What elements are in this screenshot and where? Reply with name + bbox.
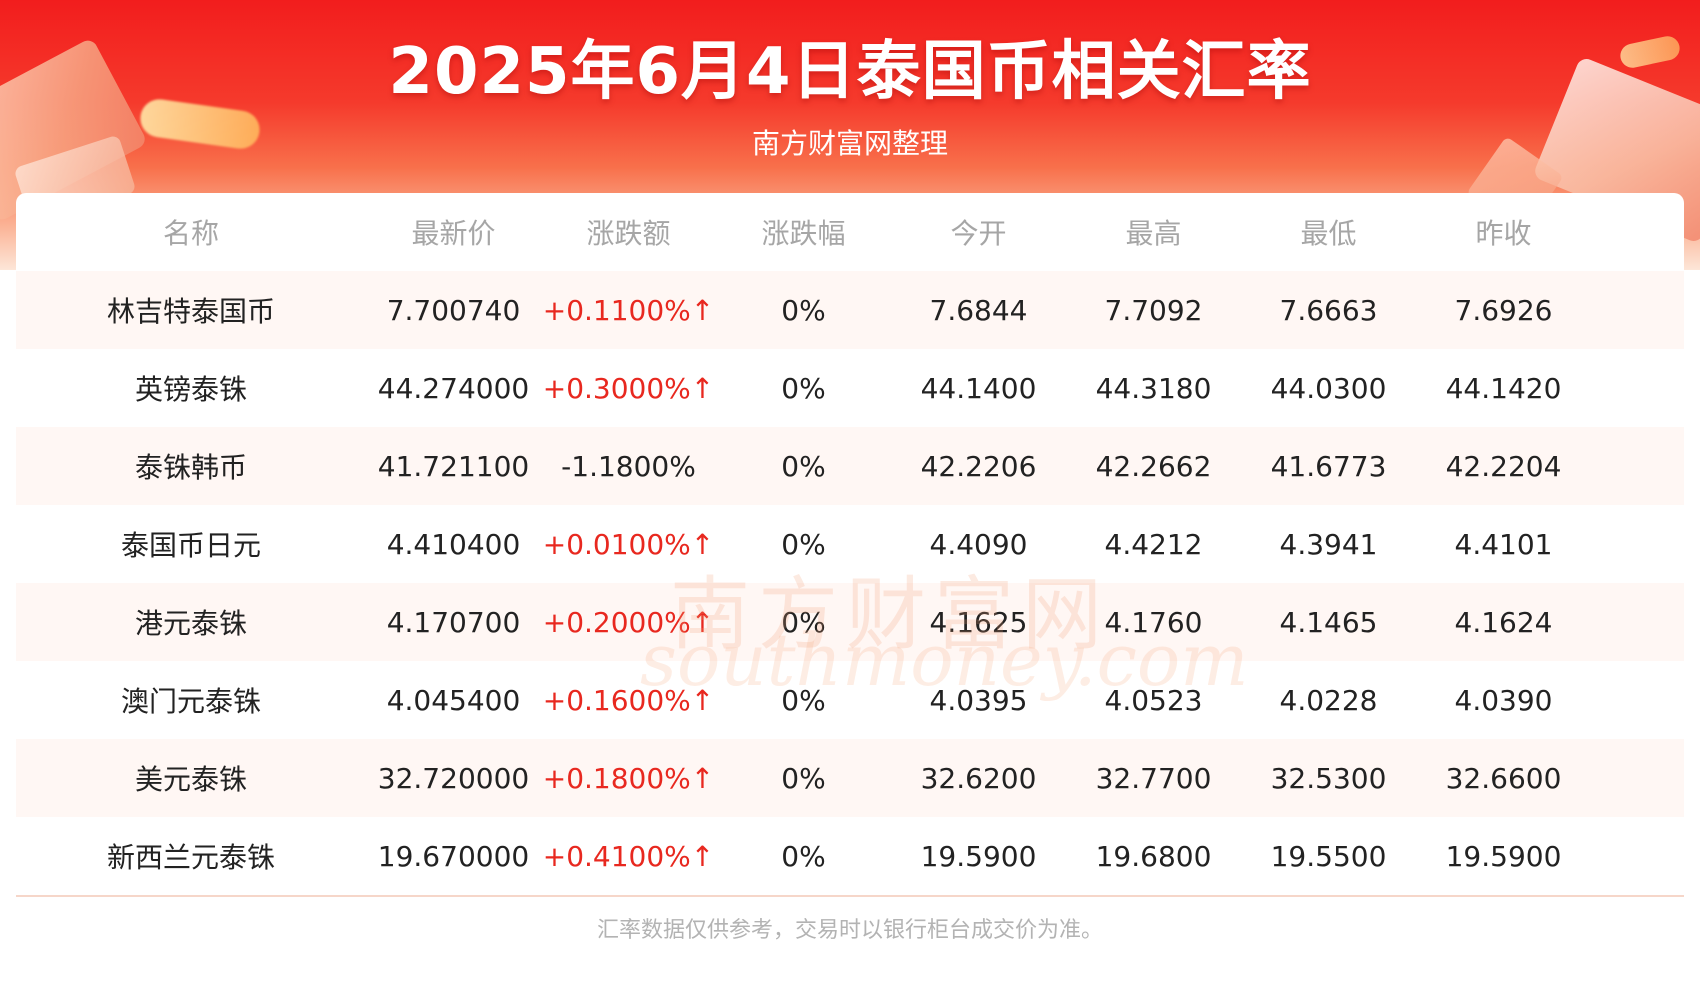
cell-pct: 0% [781,527,826,561]
cell-open: 32.6200 [920,761,1037,795]
cell-name: 林吉特泰国币 [106,295,275,328]
cell-name: 泰铢韩币 [134,451,247,484]
cell-low: 44.0300 [1270,371,1387,405]
table-row: 泰铢韩币 41.721100 -1.1800% 0% 42.2206 42.2662 41.… [16,427,1684,505]
cell-prev-close: 19.5900 [1445,839,1562,873]
cell-pct: 0% [781,605,826,639]
cell-low: 41.6773 [1270,449,1387,483]
cell-name: 新西兰元泰铢 [106,841,275,874]
cell-high: 42.2662 [1095,449,1212,483]
cell-high: 4.1760 [1104,605,1203,639]
table-row: 英镑泰铢 44.274000 +0.3000%↑ 0% 44.1400 44.3180 44… [16,349,1684,427]
cell-high: 19.6800 [1095,839,1212,873]
cell-prev-close: 7.6926 [1454,293,1553,327]
cell-high: 32.7700 [1095,761,1212,795]
cell-latest: 41.721100 [377,449,530,483]
table-row: 美元泰铢 32.720000 +0.1800%↑ 0% 32.6200 32.7700 32… [16,739,1684,817]
column-header-name: 名称 [162,217,219,250]
table-row: 新西兰元泰铢 19.670000 +0.4100%↑ 0% 19.5900 19.6800… [16,817,1684,895]
cell-low: 19.5500 [1270,839,1387,873]
cell-open: 4.1625 [929,605,1028,639]
cell-change: +0.2000%↑ [542,605,715,639]
column-header-high: 最高 [1125,217,1182,250]
cell-high: 4.4212 [1104,527,1203,561]
cell-prev-close: 42.2204 [1445,449,1562,483]
table-row: 林吉特泰国币 7.700740 +0.1100%↑ 0% 7.6844 7.7092 7.6… [16,271,1684,349]
table-row: 泰国币日元 4.410400 +0.0100%↑ 0% 4.4090 4.4212 4.39… [16,505,1684,583]
cell-name: 英镑泰铢 [134,373,247,406]
rates-table: 名称 最新价 涨跌额 涨跌幅 今开 最高 最低 昨收 林吉特泰国币 7.70074… [16,193,1684,897]
cell-change: -1.1800% [561,449,696,483]
cell-prev-close: 32.6600 [1445,761,1562,795]
cell-latest: 7.700740 [386,293,521,327]
cell-low: 4.3941 [1279,527,1378,561]
disclaimer-text: 汇率数据仅供参考，交易时以银行柜台成交价为准。 [596,918,1103,943]
cell-low: 4.1465 [1279,605,1378,639]
cell-latest: 4.045400 [386,683,521,717]
cell-name: 澳门元泰铢 [120,685,261,718]
cell-high: 4.0523 [1104,683,1203,717]
cell-change: +0.1800%↑ [542,761,715,795]
cell-low: 32.5300 [1270,761,1387,795]
cell-name: 泰国币日元 [120,529,261,562]
cell-latest: 4.170700 [386,605,521,639]
cell-prev-close: 4.0390 [1454,683,1553,717]
column-header-prev-close: 昨收 [1475,217,1532,250]
cell-pct: 0% [781,371,826,405]
cell-open: 19.5900 [920,839,1037,873]
cell-pct: 0% [781,683,826,717]
cell-low: 4.0228 [1279,683,1378,717]
page-title: 2025年6月4日泰国币相关汇率 [388,35,1312,109]
column-header-pct: 涨跌幅 [761,217,846,250]
cell-low: 7.6663 [1279,293,1378,327]
cell-latest: 44.274000 [377,371,530,405]
cell-pct: 0% [781,839,826,873]
cell-change: +0.4100%↑ [542,839,715,873]
cell-change: +0.1100%↑ [542,293,715,327]
cell-open: 7.6844 [929,293,1028,327]
cell-open: 4.0395 [929,683,1028,717]
table-row: 澳门元泰铢 4.045400 +0.1600%↑ 0% 4.0395 4.0523 4.02… [16,661,1684,739]
column-header-open: 今开 [950,217,1007,250]
cell-name: 美元泰铢 [134,763,247,796]
cell-high: 44.3180 [1095,371,1212,405]
cell-high: 7.7092 [1104,293,1203,327]
column-header-latest: 最新价 [411,217,496,250]
cell-open: 42.2206 [920,449,1037,483]
cell-open: 44.1400 [920,371,1037,405]
cell-latest: 19.670000 [377,839,530,873]
cell-prev-close: 4.4101 [1454,527,1553,561]
cell-latest: 32.720000 [377,761,530,795]
cell-name: 港元泰铢 [134,607,247,640]
cell-prev-close: 44.1420 [1445,371,1562,405]
cell-pct: 0% [781,449,826,483]
cell-change: +0.0100%↑ [542,527,715,561]
column-header-change: 涨跌额 [586,217,671,250]
cell-pct: 0% [781,761,826,795]
cell-change: +0.1600%↑ [542,683,715,717]
cell-prev-close: 4.1624 [1454,605,1553,639]
page-subtitle: 南方财富网整理 [751,127,948,160]
cell-pct: 0% [781,293,826,327]
table-row: 港元泰铢 4.170700 +0.2000%↑ 0% 4.1625 4.1760 4.146… [16,583,1684,661]
cell-change: +0.3000%↑ [542,371,715,405]
column-header-low: 最低 [1300,217,1357,250]
cell-latest: 4.410400 [386,527,521,561]
table-header-row: 名称 最新价 涨跌额 涨跌幅 今开 最高 最低 昨收 [16,193,1684,271]
cell-open: 4.4090 [929,527,1028,561]
